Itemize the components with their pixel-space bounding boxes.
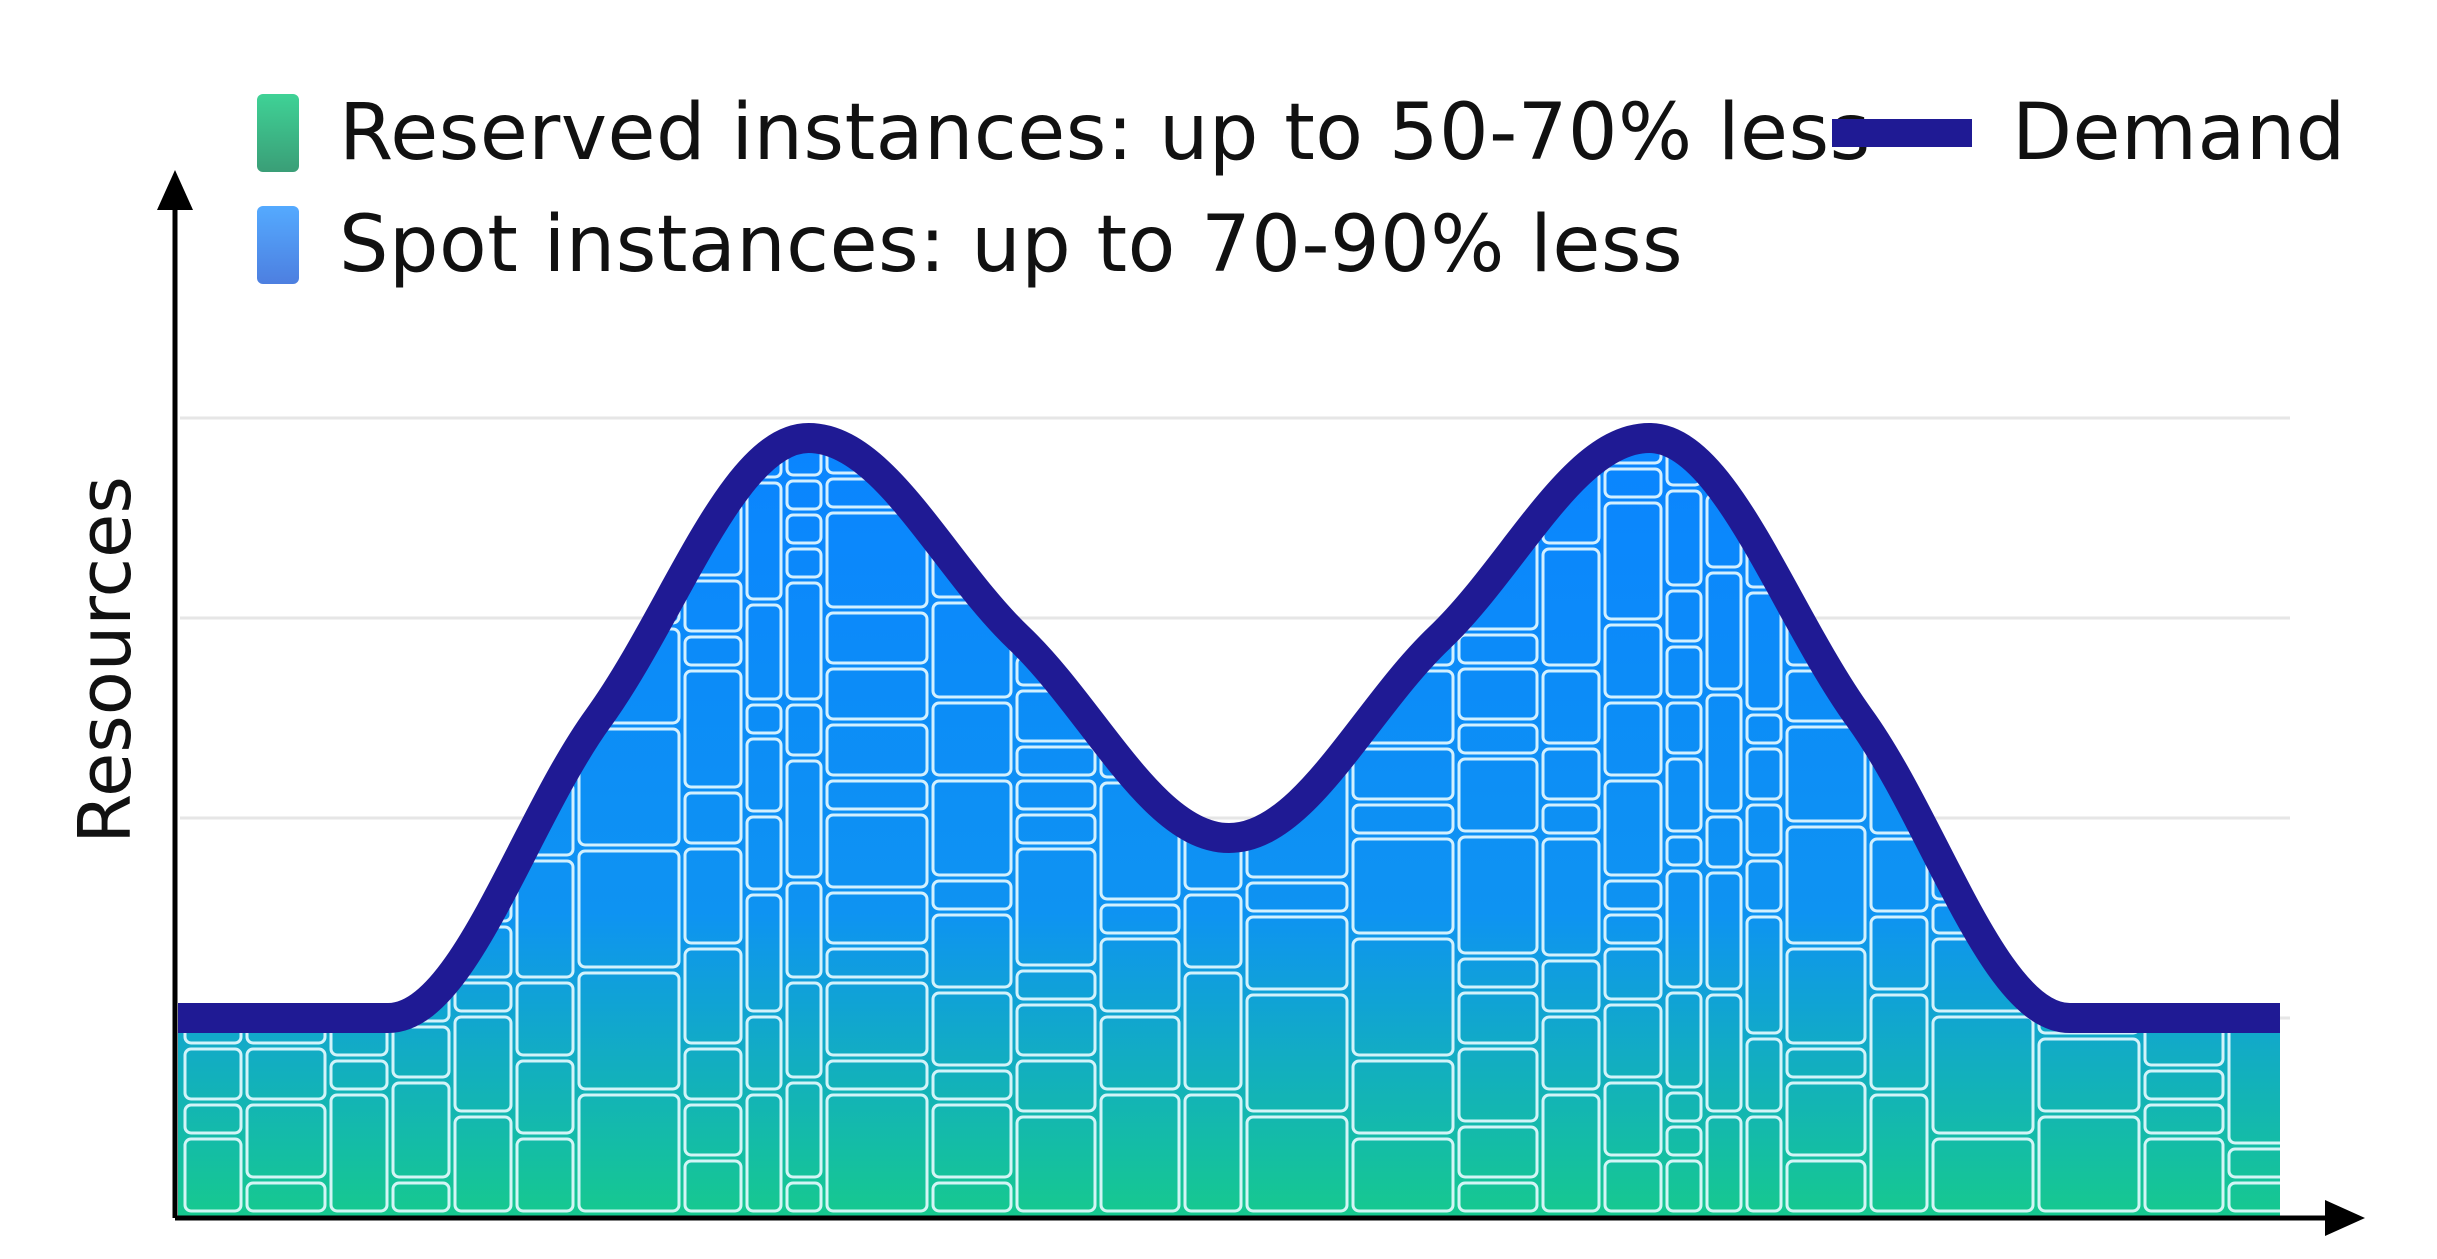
instance-tile	[1933, 671, 2033, 721]
instance-tile	[2039, 927, 2139, 999]
instance-tile	[1707, 405, 1741, 455]
instance-tile	[331, 715, 387, 743]
instance-tile	[393, 759, 449, 809]
instance-tile	[185, 659, 241, 731]
instance-tile	[1787, 459, 1865, 531]
instance-tile	[1933, 469, 2033, 519]
instance-tile	[2039, 413, 2139, 485]
legend-label-spot: Spot instances: up to 70-90% less	[339, 200, 1683, 290]
instance-tile	[1933, 525, 2033, 575]
instance-tile	[1459, 379, 1537, 473]
instance-tile	[2145, 479, 2223, 573]
instance-tile	[2145, 915, 2223, 987]
instance-tile	[2229, 783, 2329, 899]
instance-tile	[247, 691, 325, 719]
instance-tile	[393, 503, 449, 553]
instance-tile	[933, 425, 1011, 541]
instance-tile	[185, 425, 241, 519]
instance-tile	[1787, 425, 1865, 453]
instance-tile	[331, 593, 387, 709]
instance-tile	[2039, 759, 2139, 809]
instance-tile	[2145, 357, 2223, 473]
legend-label-reserved: Reserved instances: up to 50-70% less	[339, 88, 1871, 178]
instance-tile	[2229, 483, 2329, 599]
instance-tile	[2145, 881, 2223, 909]
instance-tile	[1017, 423, 1095, 473]
instance-tile	[393, 559, 449, 631]
instance-tile	[1933, 615, 2033, 665]
instance-tile	[247, 447, 325, 563]
legend-label-demand: Demand	[2012, 88, 2346, 178]
instance-tile	[1933, 581, 2033, 609]
instance-tile	[1185, 717, 1241, 811]
instance-tile	[2229, 683, 2329, 777]
instance-tile	[393, 637, 449, 753]
instance-tile	[2145, 781, 2223, 875]
x-axis-arrow-icon	[2325, 1200, 2365, 1236]
instance-tile	[1247, 527, 1347, 577]
instance-tile	[1747, 393, 1781, 487]
instance-tile	[1101, 383, 1179, 477]
instance-tile	[1185, 417, 1241, 489]
instance-tile	[1933, 727, 2033, 777]
instance-tile	[517, 493, 573, 587]
instance-tile	[247, 837, 325, 909]
instance-tile	[185, 859, 241, 887]
instance-tile	[2039, 547, 2139, 619]
instance-tile	[517, 403, 573, 453]
instance-tile	[1185, 495, 1241, 611]
instance-tile	[2039, 893, 2139, 921]
instance-tile	[1017, 479, 1095, 551]
instance-tile	[247, 915, 325, 943]
y-axis-label: Resources	[63, 476, 147, 844]
instance-tile	[455, 381, 511, 497]
instance-tile	[2145, 747, 2223, 775]
legend-item-reserved: Reserved instances: up to 50-70% less	[257, 88, 1871, 178]
reserved-swatch	[257, 94, 299, 172]
instance-tile	[331, 459, 387, 509]
instance-tile	[331, 905, 387, 977]
instance-tile	[2229, 605, 2329, 677]
instance-tile	[2229, 449, 2329, 477]
instance-tile	[1871, 559, 1927, 609]
instance-tile	[247, 759, 325, 831]
instance-tile	[455, 503, 511, 597]
instance-tile	[2039, 703, 2139, 753]
instance-tile	[517, 649, 573, 699]
demand-swatch	[1832, 119, 1972, 147]
instance-tile	[1247, 583, 1347, 677]
instance-tile	[331, 749, 387, 799]
instance-tile	[185, 737, 241, 853]
instance-tile	[1871, 437, 1927, 553]
instance-tile	[455, 703, 511, 775]
instance-tile	[1101, 483, 1179, 599]
legend: Reserved instances: up to 50-70% less Sp…	[0, 0, 2437, 300]
instance-tile	[2039, 625, 2139, 697]
instance-tile	[247, 569, 325, 685]
instance-tile	[393, 937, 449, 965]
instance-tile	[1871, 649, 1927, 677]
instance-tile	[331, 515, 387, 587]
spot-swatch	[257, 206, 299, 284]
instance-tile	[1185, 617, 1241, 711]
instance-tile	[185, 525, 241, 575]
instance-tile	[1933, 347, 2033, 463]
instance-tile	[1101, 605, 1179, 677]
instance-tile	[2039, 491, 2139, 541]
instance-tile	[1247, 427, 1347, 521]
instance-tile	[579, 451, 679, 523]
instance-tile	[2145, 713, 2223, 741]
instance-tile	[2039, 815, 2139, 887]
instance-tile	[579, 417, 679, 445]
instance-tile	[1353, 449, 1453, 543]
legend-item-spot: Spot instances: up to 70-90% less	[257, 200, 1683, 290]
legend-item-demand: Demand	[1832, 88, 2346, 178]
instance-tile	[2145, 657, 2223, 707]
instance-tile	[393, 815, 449, 931]
instance-tile	[185, 893, 241, 965]
instance-tile	[2145, 579, 2223, 651]
instance-tile	[247, 725, 325, 753]
instance-tile	[455, 781, 511, 809]
instance-tile	[517, 459, 573, 487]
